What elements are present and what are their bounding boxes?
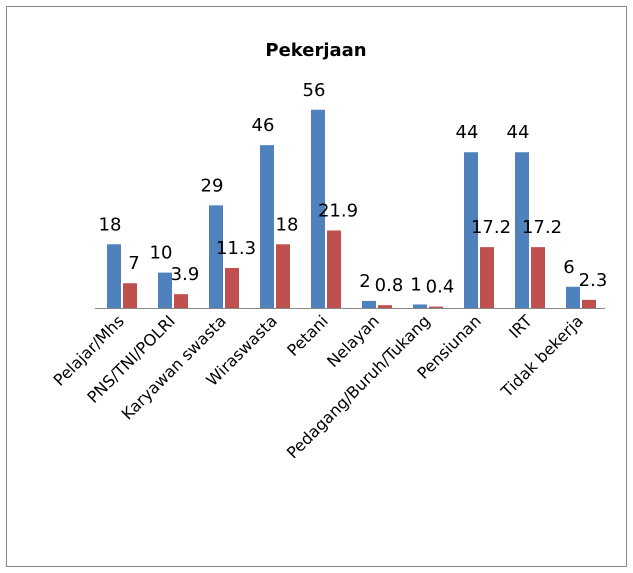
bar [582, 299, 596, 308]
value-label: 2.3 [579, 270, 608, 291]
bar [123, 283, 137, 308]
bar [276, 244, 290, 308]
bar [311, 109, 325, 308]
bar [107, 244, 121, 308]
bar [209, 205, 223, 308]
value-label: 10 [150, 243, 173, 264]
bar [464, 152, 478, 308]
value-label: 56 [303, 80, 326, 101]
value-label: 44 [507, 122, 530, 143]
value-label: 18 [99, 214, 122, 235]
bar [531, 247, 545, 308]
bar [378, 305, 392, 308]
value-label: 29 [201, 175, 224, 196]
value-label: 1 [410, 274, 421, 295]
value-label: 11.3 [216, 238, 256, 259]
bar [260, 145, 274, 308]
bar [413, 304, 427, 308]
value-label: 44 [456, 122, 479, 143]
bar [429, 306, 443, 308]
value-label: 0.4 [426, 277, 455, 298]
value-label: 17.2 [522, 217, 562, 238]
bar [566, 286, 580, 308]
value-label: 0.8 [375, 275, 404, 296]
bar [225, 267, 239, 308]
bar [480, 247, 494, 308]
value-label: 7 [128, 253, 139, 274]
value-label: 3.9 [171, 264, 200, 285]
bar [515, 152, 529, 308]
value-label: 17.2 [471, 217, 511, 238]
value-label: 21.9 [318, 200, 358, 221]
value-label: 46 [252, 115, 275, 136]
bar [327, 230, 341, 308]
bar [158, 272, 172, 308]
value-label: 18 [276, 214, 299, 235]
value-label: 2 [359, 271, 370, 292]
value-label: 6 [563, 257, 574, 278]
chart-title: Pekerjaan [265, 40, 366, 61]
bar [174, 294, 188, 308]
bar [362, 300, 376, 308]
